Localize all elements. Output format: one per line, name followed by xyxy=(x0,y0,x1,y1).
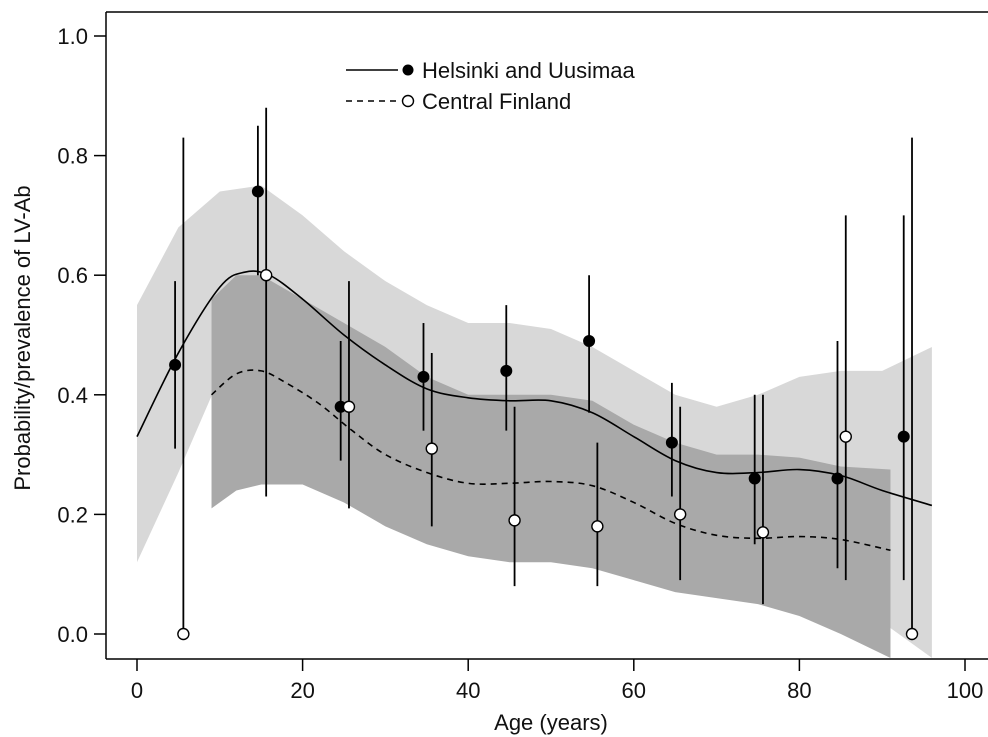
data-point-1-9 xyxy=(905,627,919,641)
x-tick-label-0: 0 xyxy=(131,678,143,703)
data-point-1-1 xyxy=(259,269,273,282)
legend-label-central: Central Finland xyxy=(422,89,571,114)
legend-marker-central xyxy=(401,94,415,108)
confidence-bands xyxy=(137,185,932,658)
data-point-0-5 xyxy=(583,334,596,347)
data-point-0-9 xyxy=(897,430,910,443)
error-bars xyxy=(174,107,913,634)
y-tick-label-3: 0.6 xyxy=(57,263,88,288)
fitted-curve-1 xyxy=(210,369,891,552)
data-point-0-8 xyxy=(831,472,844,485)
x-ticks: 0 20 40 60 80 100 xyxy=(131,659,983,703)
data-point-1-5 xyxy=(591,520,604,533)
data-point-0-3 xyxy=(417,370,430,383)
data-point-0-6 xyxy=(665,436,678,449)
x-tick-label-5: 100 xyxy=(947,678,984,703)
data-point-1-2 xyxy=(342,400,356,413)
y-tick-label-5: 1.0 xyxy=(57,24,88,49)
legend-marker-helsinki xyxy=(402,64,414,76)
data-point-1-4 xyxy=(508,514,521,527)
data-point-0-1 xyxy=(251,185,264,198)
data-point-0-0 xyxy=(169,358,182,371)
data-point-0-7 xyxy=(748,472,761,485)
data-point-1-0 xyxy=(177,627,190,641)
y-tick-label-0: 0.0 xyxy=(57,622,88,647)
y-axis-title: Probability/prevalence of LV-Ab xyxy=(10,185,35,490)
x-tick-label-2: 40 xyxy=(456,678,480,703)
y-tick-label-4: 0.8 xyxy=(57,144,88,169)
data-point-1-3 xyxy=(425,442,438,455)
legend: Helsinki and Uusimaa Central Finland xyxy=(346,58,636,114)
data-point-1-7 xyxy=(756,526,770,539)
x-axis-title: Age (years) xyxy=(494,710,608,735)
y-tick-label-2: 0.4 xyxy=(57,383,88,408)
data-point-0-4 xyxy=(500,364,513,377)
data-point-1-8 xyxy=(839,430,852,443)
y-ticks: 0.0 0.2 0.4 0.6 0.8 1.0 xyxy=(57,24,106,647)
data-point-1-6 xyxy=(673,508,687,521)
data-points xyxy=(169,185,919,641)
y-tick-label-1: 0.2 xyxy=(57,502,88,527)
confidence-band-1 xyxy=(211,275,891,658)
x-tick-label-1: 20 xyxy=(290,678,314,703)
x-tick-label-3: 60 xyxy=(622,678,646,703)
x-tick-label-4: 80 xyxy=(787,678,811,703)
legend-label-helsinki: Helsinki and Uusimaa xyxy=(422,58,636,83)
